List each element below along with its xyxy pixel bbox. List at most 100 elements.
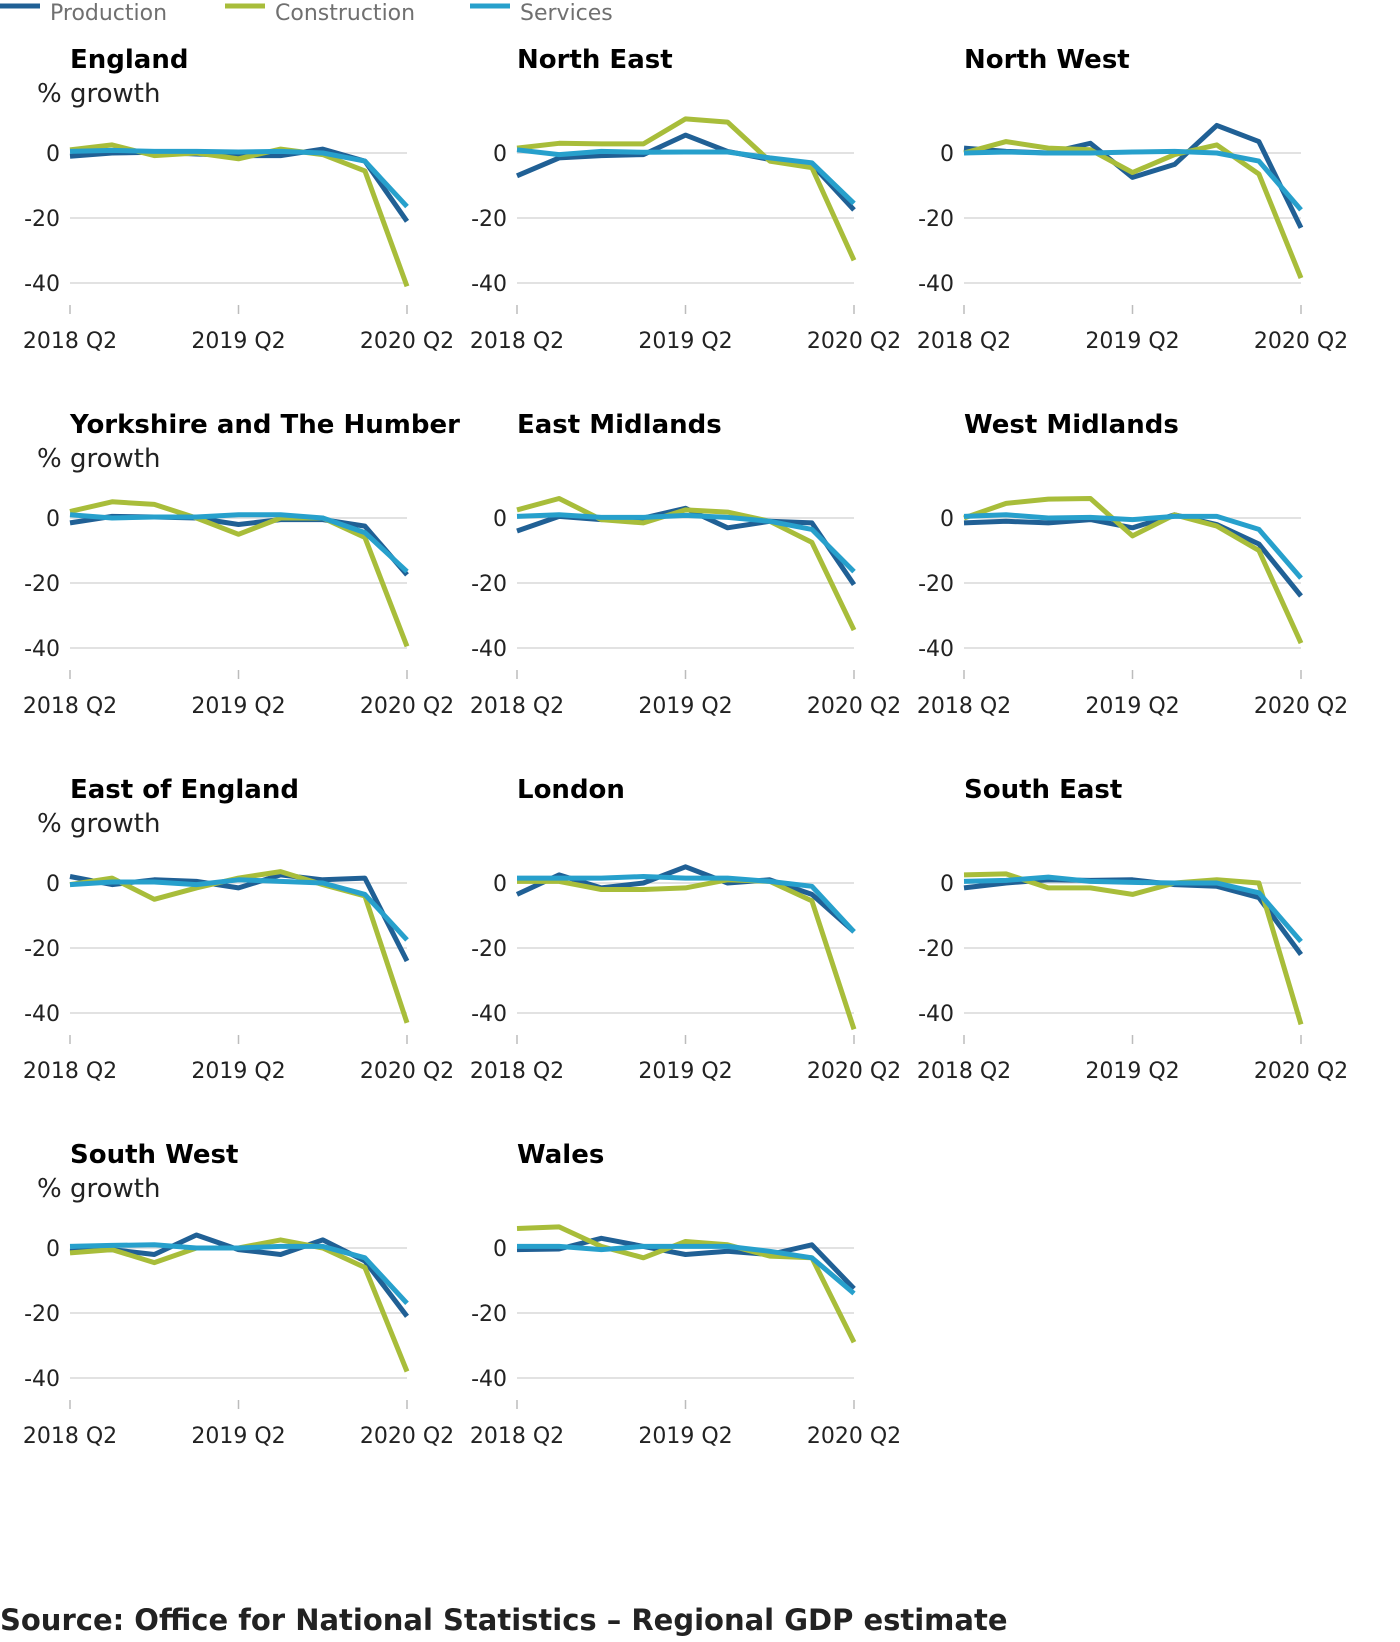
y-tick-label: 0 (493, 142, 507, 167)
panel-england: 0 -20 -40 2018 Q2 2019 Q2 2020 Q2 England % gro… (23, 45, 454, 354)
x-tick-label: 2018 Q2 (23, 1059, 117, 1084)
y-tick-label: -20 (471, 572, 507, 597)
panel-title: South East (964, 775, 1122, 805)
x-tick-label: 2018 Q2 (23, 694, 117, 719)
y-tick-label: 0 (940, 142, 954, 167)
series-line-services (963, 512, 1303, 580)
y-tick-label: -40 (471, 637, 507, 662)
x-tick-label: 2018 Q2 (917, 1059, 1011, 1084)
y-tick-label: -20 (24, 1302, 60, 1327)
y-tick-label: -40 (471, 272, 507, 297)
x-tick-label: 2020 Q2 (1254, 694, 1348, 719)
panel-title: East Midlands (517, 410, 722, 440)
legend-label-construction: Construction (275, 1, 415, 26)
series-line-construction (69, 142, 410, 288)
x-tick-label: 2019 Q2 (638, 1424, 732, 1449)
panel-title: London (517, 775, 625, 805)
legend-label-services: Services (520, 1, 613, 26)
series-line-services (963, 874, 1303, 944)
y-tick-label: 0 (46, 1237, 60, 1262)
legend-label-production: Production (50, 1, 167, 26)
series-line-construction (69, 499, 410, 648)
y-tick-label: 0 (940, 872, 954, 897)
x-tick-label: 2019 Q2 (638, 694, 732, 719)
y-axis-label: % growth (37, 1174, 160, 1204)
panel-title: North East (517, 45, 673, 75)
y-tick-label: 0 (493, 872, 507, 897)
series-line-services (69, 1242, 409, 1305)
panel-title: West Midlands (964, 410, 1179, 440)
x-tick-label: 2019 Q2 (191, 1424, 285, 1449)
x-tick-label: 2019 Q2 (638, 1059, 732, 1084)
series-line-construction (516, 496, 857, 632)
x-tick-label: 2020 Q2 (807, 1424, 901, 1449)
x-tick-label: 2020 Q2 (1254, 1059, 1348, 1084)
x-tick-label: 2018 Q2 (917, 329, 1011, 354)
panel-north-east: 0 -20 -40 2018 Q2 2019 Q2 2020 Q2 North East (470, 45, 901, 354)
x-tick-label: 2018 Q2 (470, 694, 564, 719)
x-tick-label: 2019 Q2 (191, 329, 285, 354)
x-tick-label: 2019 Q2 (191, 694, 285, 719)
panel-south-west: 0 -20 -40 2018 Q2 2019 Q2 2020 Q2 South West % … (23, 1140, 454, 1449)
panel-yorkshire-and-the-humber: 0 -20 -40 2018 Q2 2019 Q2 2020 Q2 Yorkshire an… (23, 410, 460, 719)
series-line-services (69, 147, 409, 209)
panel-title: South West (70, 1140, 238, 1170)
y-tick-label: -40 (24, 1367, 60, 1392)
x-tick-label: 2020 Q2 (360, 1424, 454, 1449)
x-tick-label: 2018 Q2 (470, 329, 564, 354)
y-tick-label: -20 (24, 937, 60, 962)
y-tick-label: -20 (471, 207, 507, 232)
series-line-production (963, 512, 1303, 598)
y-tick-label: -40 (471, 1002, 507, 1027)
y-tick-label: -40 (918, 1002, 954, 1027)
y-tick-label: 0 (46, 507, 60, 532)
panel-north-west: 0 -20 -40 2018 Q2 2019 Q2 2020 Q2 North West (917, 45, 1348, 354)
x-tick-label: 2019 Q2 (1085, 1059, 1179, 1084)
x-tick-label: 2018 Q2 (23, 1424, 117, 1449)
panel-south-east: 0 -20 -40 2018 Q2 2019 Q2 2020 Q2 South East (917, 775, 1348, 1084)
x-tick-label: 2020 Q2 (807, 694, 901, 719)
x-tick-label: 2020 Q2 (807, 1059, 901, 1084)
x-tick-label: 2018 Q2 (470, 1424, 564, 1449)
series-line-construction (963, 139, 1304, 280)
series-line-services (963, 148, 1303, 212)
y-tick-label: -40 (24, 1002, 60, 1027)
series-line-production (963, 877, 1304, 956)
panel-west-midlands: 0 -20 -40 2018 Q2 2019 Q2 2020 Q2 West Midland… (917, 410, 1348, 719)
x-tick-label: 2020 Q2 (360, 1059, 454, 1084)
source-note: Source: Office for National Statistics –… (0, 1603, 1008, 1637)
y-tick-label: 0 (46, 872, 60, 897)
x-tick-label: 2018 Q2 (917, 694, 1011, 719)
x-tick-label: 2019 Q2 (191, 1059, 285, 1084)
series-line-construction (516, 116, 857, 262)
legend: Production Construction Services (0, 1, 613, 26)
panel-east-of-england: 0 -20 -40 2018 Q2 2019 Q2 2020 Q2 East of Engl… (23, 775, 454, 1084)
panel-title: England (70, 45, 188, 75)
y-axis-label: % growth (37, 809, 160, 839)
panel-wales: 0 -20 -40 2018 Q2 2019 Q2 2020 Q2 Wales (470, 1140, 901, 1449)
y-tick-label: -20 (918, 572, 954, 597)
y-axis-label: % growth (37, 444, 160, 474)
y-tick-label: -20 (918, 207, 954, 232)
y-tick-label: -20 (471, 937, 507, 962)
series-line-construction (963, 496, 1304, 645)
y-tick-label: -20 (24, 207, 60, 232)
y-tick-label: -40 (918, 637, 954, 662)
y-tick-label: -40 (918, 272, 954, 297)
panels: 0 -20 -40 2018 Q2 2019 Q2 2020 Q2 England % gro… (23, 45, 1348, 1449)
x-tick-label: 2018 Q2 (470, 1059, 564, 1084)
y-tick-label: -40 (24, 637, 60, 662)
y-tick-label: -40 (471, 1367, 507, 1392)
panel-title: Yorkshire and The Humber (69, 410, 460, 440)
y-tick-label: -20 (24, 572, 60, 597)
y-tick-label: 0 (940, 507, 954, 532)
panel-london: 0 -20 -40 2018 Q2 2019 Q2 2020 Q2 London (470, 775, 901, 1084)
series-line-production (516, 132, 856, 212)
y-tick-label: -40 (24, 272, 60, 297)
series-line-services (516, 147, 856, 206)
x-tick-label: 2019 Q2 (1085, 329, 1179, 354)
panel-east-midlands: 0 -20 -40 2018 Q2 2019 Q2 2020 Q2 East Midland… (470, 410, 901, 719)
y-tick-label: -20 (918, 937, 954, 962)
series-line-production (69, 513, 409, 577)
